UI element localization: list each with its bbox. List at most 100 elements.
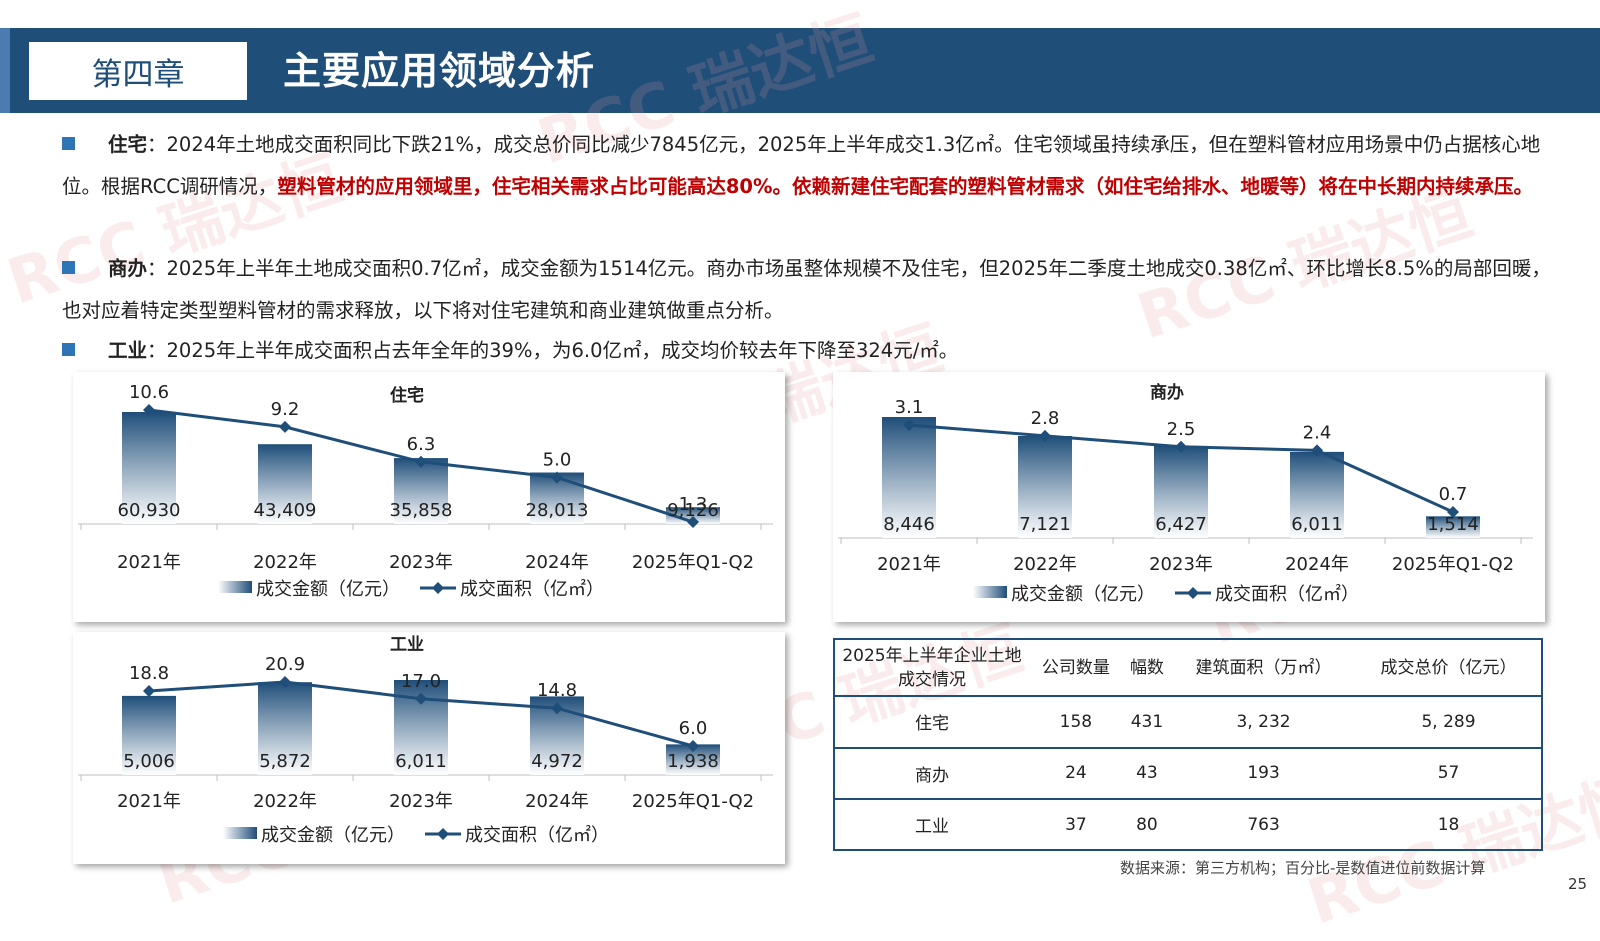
line-point	[551, 471, 563, 484]
legend-bar-swatch	[973, 586, 1007, 598]
bar-data-label: 6,427	[1155, 514, 1207, 535]
table-cell: 57	[1356, 746, 1541, 800]
x-tick-label: 2023年	[389, 552, 453, 573]
chart-title: 住宅	[390, 385, 424, 406]
chart-residential: 住宅 10.6 9.2 6.3 5.0 1.3 60,930 43,409 35,858 28,0…	[78, 382, 773, 600]
table-cell: 5, 289	[1421, 711, 1476, 732]
x-tick-label: 2021年	[117, 791, 181, 812]
x-tick-label: 2022年	[1013, 554, 1077, 575]
x-tick-label: 2021年	[117, 552, 181, 573]
table-row: 工业 37 80 763 18	[835, 798, 1541, 849]
legend-label: 成交面积（亿㎡）	[1215, 583, 1359, 605]
paragraph-highlight: 塑料管材的应用领域里，住宅相关需求占比可能高达80%。依赖新建住宅配套的塑料管材…	[277, 174, 1533, 198]
x-tick-label: 2023年	[389, 791, 453, 812]
paragraph-label: 住宅	[108, 133, 148, 156]
line-data-label: 17.0	[401, 671, 441, 692]
paragraph-text: ：2024年土地成交面积同比下跌21%，成交总价同比减少7845亿元，2025年…	[62, 133, 1541, 198]
table-header-cell: 2025年上半年企业土地成交情况	[835, 640, 1029, 697]
line-point	[903, 419, 915, 431]
line-point	[143, 404, 155, 416]
bar-data-label: 1,514	[1427, 514, 1479, 535]
chart-commercial: 商办 3.1 2.8 2.5 2.4 0.7 8,446 7,121 6,427 6,011 1,5…	[838, 382, 1533, 605]
table-row: 商办 24 43 193 57	[835, 746, 1541, 800]
line-data-label: 0.7	[1439, 484, 1468, 505]
legend-label: 成交金额（亿元）	[1011, 584, 1155, 605]
paragraph-text: ：2025年上半年土地成交面积0.7亿㎡，成交金额为1514亿元。商办市场虽整体…	[62, 257, 1551, 322]
x-tick-label: 2024年	[525, 552, 589, 573]
table-cell: 763	[1171, 798, 1357, 849]
bar	[666, 507, 720, 524]
table-cell: 43	[1122, 746, 1172, 800]
bar	[882, 417, 936, 538]
bar-data-label: 5,872	[259, 751, 311, 772]
table-cell: 37	[1029, 798, 1123, 849]
legend-label: 成交面积（亿㎡）	[465, 824, 609, 846]
line-data-label: 3.1	[895, 397, 924, 418]
bar	[394, 458, 448, 524]
x-tick-label: 2025年Q1-Q2	[1392, 554, 1514, 575]
bar-data-label: 4,972	[531, 751, 583, 772]
header-accent-strip	[0, 28, 10, 113]
x-tick-label: 2021年	[877, 554, 941, 575]
line-data-label: 6.3	[407, 434, 436, 455]
bar-data-label: 1,938	[667, 751, 719, 772]
page-number: 25	[1568, 875, 1588, 893]
table-cell: 158	[1059, 711, 1093, 732]
legend-marker	[437, 828, 449, 840]
chart-industrial: 工业 18.8 20.9 17.0 14.8 6.0 5,006 5,872 6,011 4,97…	[78, 635, 773, 846]
bar-data-label: 60,930	[118, 500, 181, 521]
bar	[258, 682, 312, 775]
chapter-label-box: 第四章	[29, 42, 247, 100]
chart-panel-industrial: 工业 18.8 20.9 17.0 14.8 6.0 5,006 5,872 6,011 4,97…	[73, 632, 785, 864]
chart-panel-residential: 住宅 10.6 9.2 6.3 5.0 1.3 60,930 43,409 35,858 28,0…	[73, 372, 785, 622]
bar	[258, 444, 312, 524]
bar-data-label: 6,011	[395, 751, 447, 772]
line-data-label: 1.3	[679, 494, 708, 515]
line-data-label: 2.5	[1167, 419, 1196, 440]
bar-data-label: 8,446	[883, 514, 935, 535]
line-point	[1311, 444, 1323, 457]
paragraph-commercial: 商办：2025年上半年土地成交面积0.7亿㎡，成交金额为1514亿元。商办市场虽…	[62, 248, 1562, 331]
table-header-cell: 公司数量	[1029, 640, 1123, 697]
line-data-label: 10.6	[129, 382, 169, 403]
line-point	[1175, 440, 1187, 453]
table-header-cell: 建筑面积（万㎡）	[1171, 640, 1357, 697]
bar-data-label: 6,011	[1291, 514, 1343, 535]
bullet-icon	[62, 343, 75, 356]
legend-marker	[1187, 587, 1199, 599]
bar	[122, 695, 176, 775]
line-point	[687, 740, 699, 752]
line-data-label: 9.2	[271, 399, 300, 420]
line-data-label: 6.0	[679, 718, 708, 739]
bar	[1018, 435, 1072, 538]
bar-data-label: 5,006	[123, 751, 175, 772]
line-data-label: 14.8	[537, 680, 577, 701]
land-deal-table-grid: 2025年上半年企业土地成交情况 公司数量 幅数 建筑面积（万㎡） 成交总价（亿…	[835, 640, 1541, 849]
line-data-label: 2.8	[1031, 408, 1060, 429]
x-tick-label: 2022年	[253, 791, 317, 812]
table-header-row: 2025年上半年企业土地成交情况 公司数量 幅数 建筑面积（万㎡） 成交总价（亿…	[835, 640, 1541, 697]
bar	[1426, 516, 1480, 538]
land-deal-table: 2025年上半年企业土地成交情况 公司数量 幅数 建筑面积（万㎡） 成交总价（亿…	[833, 638, 1543, 851]
paragraph-label: 商办	[108, 257, 148, 280]
bar-data-label: 7,121	[1019, 514, 1071, 535]
legend-bar-swatch	[218, 581, 252, 593]
paragraph-label: 工业	[108, 339, 148, 362]
bar	[1154, 445, 1208, 538]
line-point	[143, 685, 155, 698]
x-tick-label: 2022年	[253, 552, 317, 573]
bar	[1290, 451, 1344, 538]
table-cell: 18	[1356, 798, 1541, 849]
line-data-label: 20.9	[265, 654, 305, 675]
bar-data-label: 43,409	[254, 500, 317, 521]
table-cell: 431	[1130, 711, 1164, 732]
table-cell: 工业	[835, 798, 1029, 849]
table-cell: 24	[1029, 746, 1123, 800]
x-tick-label: 2023年	[1149, 554, 1213, 575]
chart-title: 工业	[390, 635, 424, 655]
data-source-note: 数据来源：第三方机构；百分比-是数值进位前数据计算	[1120, 859, 1486, 877]
x-tick-label: 2024年	[525, 791, 589, 812]
bar	[122, 412, 176, 524]
legend-label: 成交面积（亿㎡）	[460, 578, 604, 600]
line-data-label: 5.0	[543, 449, 572, 470]
